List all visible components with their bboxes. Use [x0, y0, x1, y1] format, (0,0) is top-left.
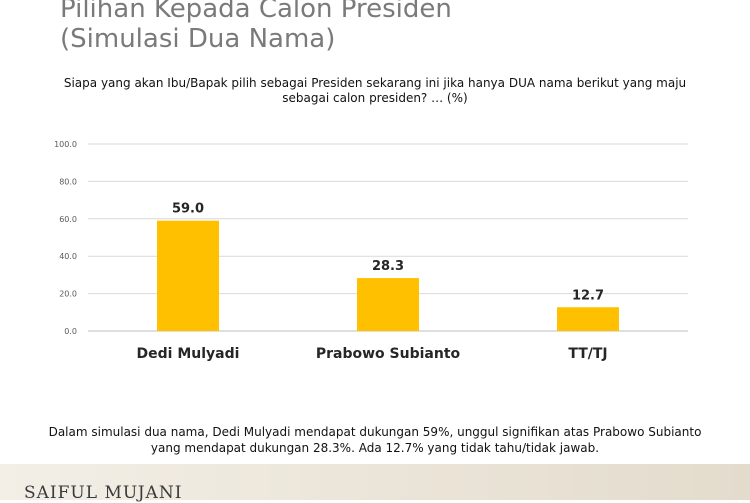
y-tick-label: 100.0 — [54, 140, 77, 149]
survey-question: Siapa yang akan Ibu/Bapak pilih sebagai … — [63, 76, 687, 105]
y-tick-label: 60.0 — [59, 215, 77, 224]
y-tick-label: 40.0 — [59, 252, 77, 261]
y-tick-label: 80.0 — [59, 177, 77, 186]
title-line-1: Pilihan Kepada Calon Presiden — [60, 0, 452, 24]
data-label: 12.7 — [572, 288, 604, 303]
bar — [357, 278, 419, 331]
bar — [157, 220, 219, 331]
y-tick-label: 0.0 — [64, 327, 77, 336]
footer-band — [0, 464, 750, 500]
brand-logo-text: SAIFUL MUJANI — [24, 483, 183, 503]
data-label: 59.0 — [172, 202, 204, 217]
title-line-2: (Simulasi Dua Nama) — [60, 24, 336, 54]
x-category-label: Dedi Mulyadi — [137, 346, 240, 362]
bar — [557, 307, 619, 331]
x-category-label: Prabowo Subianto — [316, 346, 461, 362]
bar-chart: 0.0 20.0 40.0 60.0 80.0 100.0 59.0 Dedi Mulyadi… — [54, 140, 688, 362]
chart-title: Pilihan Kepada Calon Presiden (Simulasi … — [60, 0, 452, 54]
x-category-label: TT/TJ — [568, 346, 607, 362]
summary-note: Dalam simulasi dua nama, Dedi Mulyadi me… — [48, 425, 702, 455]
y-tick-label: 20.0 — [59, 290, 77, 299]
data-label: 28.3 — [372, 259, 404, 274]
